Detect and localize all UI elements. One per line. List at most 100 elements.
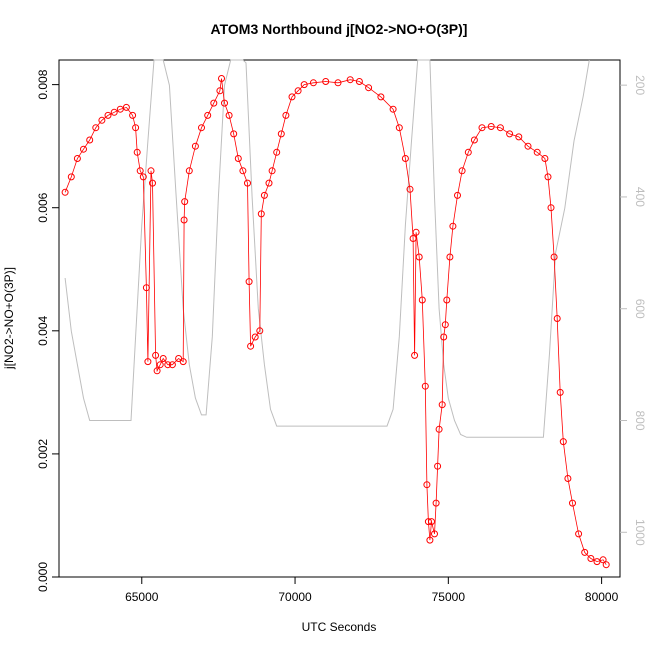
data-point bbox=[185, 167, 193, 175]
data-point bbox=[365, 84, 373, 92]
data-point bbox=[464, 148, 472, 156]
data-point bbox=[159, 355, 167, 362]
data-point bbox=[122, 103, 130, 111]
data-point bbox=[432, 499, 440, 507]
x-tick-label: 70000 bbox=[278, 590, 312, 604]
data-point bbox=[221, 99, 228, 107]
data-point bbox=[487, 123, 495, 130]
data-point bbox=[449, 222, 457, 230]
data-point bbox=[129, 111, 137, 119]
data-point bbox=[556, 388, 564, 396]
data-point bbox=[288, 93, 296, 101]
data-point bbox=[564, 475, 572, 482]
data-point bbox=[168, 361, 176, 369]
data-point bbox=[401, 155, 409, 162]
y2-tick-label: 400 bbox=[633, 187, 647, 207]
data-point bbox=[260, 191, 268, 199]
data-point bbox=[216, 87, 224, 95]
data-point bbox=[218, 75, 225, 82]
data-point bbox=[179, 358, 187, 366]
data-point bbox=[470, 136, 478, 144]
data-point bbox=[412, 228, 420, 236]
y-tick-label: 0.000 bbox=[36, 562, 50, 592]
data-point bbox=[225, 111, 233, 119]
pressure-series bbox=[64, 59, 590, 438]
data-point bbox=[334, 79, 342, 87]
data-point bbox=[230, 130, 238, 138]
data-point bbox=[569, 499, 576, 507]
y2-tick-label: 600 bbox=[633, 299, 647, 319]
data-point bbox=[587, 555, 595, 562]
x-axis-label: UTC Seconds bbox=[302, 620, 377, 634]
data-point bbox=[309, 79, 317, 87]
data-point bbox=[322, 78, 330, 85]
data-point bbox=[282, 111, 290, 119]
pressure-line bbox=[64, 59, 590, 438]
data-point bbox=[377, 93, 385, 101]
y2-tick-label: 1000 bbox=[633, 519, 647, 546]
data-point bbox=[294, 87, 302, 95]
data-point bbox=[440, 333, 448, 341]
data-point bbox=[434, 462, 442, 470]
y-tick-label: 0.004 bbox=[36, 315, 50, 345]
data-point bbox=[428, 518, 435, 526]
data-point bbox=[116, 105, 124, 113]
data-point bbox=[156, 361, 164, 369]
data-point bbox=[355, 78, 363, 85]
data-point bbox=[247, 342, 255, 350]
data-point bbox=[139, 173, 147, 181]
data-point bbox=[424, 518, 432, 526]
data-point bbox=[575, 530, 583, 538]
x-axis: 65000 70000 75000 80000 bbox=[125, 577, 619, 604]
data-point bbox=[406, 185, 414, 193]
data-point bbox=[142, 284, 150, 292]
data-point bbox=[244, 179, 251, 187]
data-point bbox=[164, 361, 172, 369]
data-point bbox=[446, 253, 454, 261]
data-point bbox=[415, 253, 423, 261]
data-point bbox=[506, 130, 514, 138]
data-point bbox=[98, 116, 106, 124]
data-point bbox=[458, 167, 466, 175]
data-point bbox=[395, 124, 403, 132]
x-tick-label: 65000 bbox=[125, 590, 159, 604]
data-point bbox=[544, 173, 552, 181]
data-point bbox=[110, 108, 118, 116]
data-point bbox=[593, 558, 601, 566]
data-point bbox=[423, 481, 431, 489]
y-tick-label: 0.002 bbox=[36, 439, 50, 469]
data-point bbox=[524, 142, 532, 150]
data-point bbox=[257, 210, 265, 218]
data-point bbox=[268, 167, 276, 175]
data-point bbox=[454, 191, 461, 199]
plot-frame bbox=[58, 59, 621, 578]
data-point bbox=[541, 155, 549, 162]
data-point bbox=[547, 204, 555, 212]
data-point bbox=[67, 173, 75, 181]
data-point bbox=[533, 148, 541, 156]
data-point bbox=[300, 81, 308, 89]
data-point bbox=[599, 556, 607, 564]
data-point bbox=[256, 327, 264, 335]
data-point bbox=[104, 111, 112, 119]
data-point bbox=[431, 530, 438, 538]
data-point bbox=[204, 111, 212, 119]
data-point bbox=[602, 561, 610, 569]
data-point bbox=[80, 145, 87, 153]
data-point bbox=[136, 167, 144, 175]
y2-tick-label: 800 bbox=[633, 410, 647, 430]
data-point bbox=[496, 124, 504, 132]
data-point bbox=[152, 351, 160, 359]
data-point bbox=[435, 425, 443, 433]
data-point bbox=[251, 333, 259, 341]
data-point bbox=[144, 358, 152, 366]
y2-axis: 200 400 600 800 1000 bbox=[620, 75, 647, 546]
data-point bbox=[389, 105, 397, 113]
data-point bbox=[553, 315, 561, 322]
data-point bbox=[438, 401, 446, 409]
data-point bbox=[210, 99, 218, 107]
data-point bbox=[418, 296, 426, 304]
data-point bbox=[191, 142, 199, 150]
data-point bbox=[346, 76, 354, 84]
y-tick-label: 0.008 bbox=[36, 69, 50, 99]
